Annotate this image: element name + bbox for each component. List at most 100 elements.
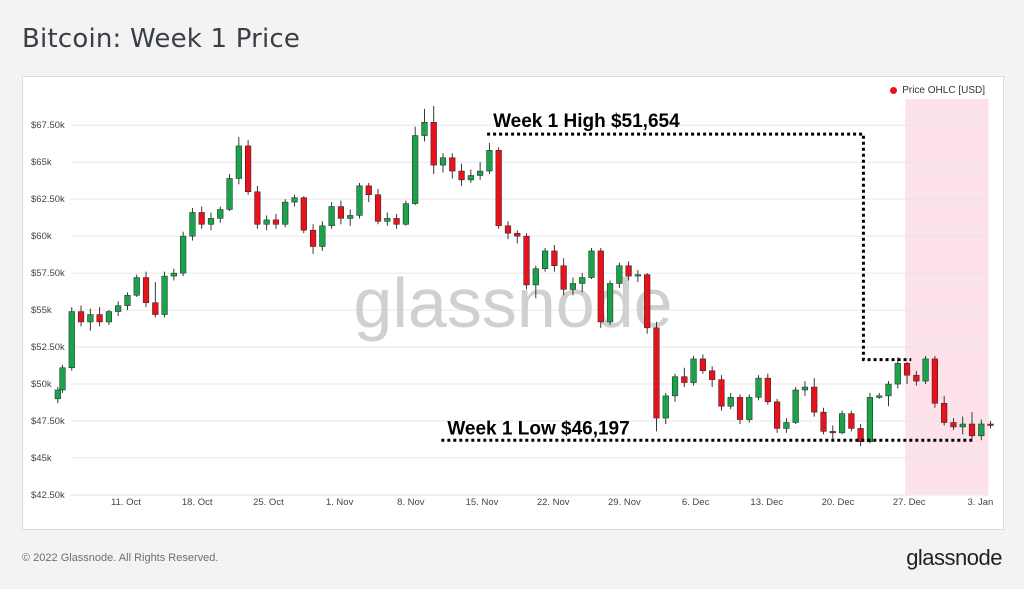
candle-down	[736, 397, 744, 420]
chart-panel: $42.50k $45k $47.50k $50k $52.50k $55k $57.50k…	[22, 76, 1004, 530]
candle-down	[430, 121, 437, 166]
x-tick-label: 13. Dec	[750, 497, 783, 508]
y-tick-label: $42.50k	[31, 490, 65, 501]
candle-down	[495, 150, 502, 227]
x-tick-label: 15. Nov	[466, 497, 499, 508]
week1-high-line	[487, 132, 912, 362]
candle-up	[124, 295, 131, 306]
candle-up	[866, 397, 874, 442]
x-tick-label: 11. Oct	[111, 497, 141, 508]
candle-up	[894, 363, 901, 385]
x-tick-label: 25. Oct	[253, 497, 284, 508]
candle-down	[96, 314, 103, 323]
candle-up	[588, 250, 595, 278]
x-tick-label: 8. Nov	[397, 497, 425, 508]
candle-down	[514, 232, 521, 237]
x-tick-label: 3. Jan	[967, 497, 993, 508]
candle-up	[235, 145, 242, 179]
candle-up	[727, 397, 734, 407]
candle-up	[532, 268, 539, 286]
candle-up	[319, 225, 326, 247]
candle-up	[662, 395, 669, 419]
candle-down	[254, 191, 261, 225]
candle-down	[653, 327, 660, 419]
candle-down	[718, 379, 725, 407]
week1-low-label: Week 1 Low $46,197	[447, 418, 629, 439]
candle-up	[421, 121, 428, 136]
x-tick-label: 18. Oct	[182, 497, 213, 508]
candle-up	[634, 274, 641, 277]
candle-up	[439, 157, 447, 166]
candle-down	[931, 358, 938, 404]
candle-up	[347, 215, 354, 219]
candle-up	[412, 135, 419, 204]
candle-up	[207, 218, 215, 225]
highlight-band	[905, 99, 989, 495]
y-tick-label: $57.50k	[31, 268, 65, 279]
candle-up	[291, 197, 298, 203]
candle-down	[551, 250, 558, 266]
candle-up	[876, 395, 883, 398]
candle-up	[690, 358, 697, 383]
candle-down	[857, 428, 864, 442]
candle-down	[987, 423, 994, 426]
candle-down	[504, 225, 512, 234]
candle-up	[161, 275, 168, 315]
candle-up	[54, 389, 61, 400]
candle-down	[829, 431, 836, 434]
candle-down	[811, 386, 818, 413]
candle-up	[959, 423, 966, 428]
candle-down	[699, 358, 706, 371]
x-tick-label: 29. Nov	[608, 497, 641, 508]
candle-down	[774, 401, 781, 429]
candle-up	[838, 413, 846, 434]
y-tick-label: $55k	[31, 305, 52, 316]
candle-up	[263, 219, 270, 225]
candle-up	[59, 367, 66, 391]
candle-up	[477, 170, 484, 176]
x-tick-label: 22. Nov	[537, 497, 570, 508]
legend[interactable]: Price OHLC [USD]	[890, 85, 985, 96]
y-tick-label: $67.50k	[31, 120, 65, 131]
candle-up	[569, 283, 577, 290]
candle-up	[189, 212, 196, 237]
candle-up	[68, 311, 75, 369]
candle-up	[922, 358, 929, 382]
candle-up	[792, 389, 799, 423]
candle-down	[597, 250, 604, 323]
y-tick-label: $50k	[31, 379, 52, 390]
candle-down	[764, 377, 771, 403]
candle-down	[272, 219, 280, 225]
candle-up	[226, 178, 233, 210]
candle-up	[801, 386, 809, 391]
candle-up	[783, 422, 790, 429]
page-title: Bitcoin: Week 1 Price	[22, 24, 301, 54]
candle-down	[950, 422, 957, 428]
x-tick-label: 27. Dec	[893, 497, 926, 508]
candle-up	[133, 277, 140, 296]
candle-up	[579, 277, 586, 284]
candle-up	[885, 383, 892, 397]
candle-down	[309, 229, 317, 247]
y-tick-label: $52.50k	[31, 342, 65, 353]
candle-down	[848, 413, 855, 429]
candle-down	[820, 411, 827, 432]
legend-dot-icon	[890, 87, 898, 94]
candle-down	[245, 145, 252, 193]
x-tick-label: 6. Dec	[682, 497, 710, 508]
candle-up	[486, 150, 493, 172]
brand-logo[interactable]: glassnode	[906, 545, 1002, 570]
candle-up	[115, 305, 122, 312]
y-tick-label: $45k	[31, 453, 52, 464]
y-tick-label: $47.50k	[31, 416, 65, 427]
x-tick-label: 1. Nov	[326, 497, 354, 508]
candle-down	[300, 197, 307, 231]
legend-label: Price OHLC [USD]	[902, 85, 985, 96]
candle-down	[681, 376, 688, 383]
candle-down	[913, 374, 920, 382]
candle-up	[217, 209, 224, 219]
candle-down	[709, 370, 716, 380]
candle-down	[625, 265, 632, 277]
y-tick-label: $65k	[31, 157, 52, 168]
candle-down	[449, 157, 456, 172]
